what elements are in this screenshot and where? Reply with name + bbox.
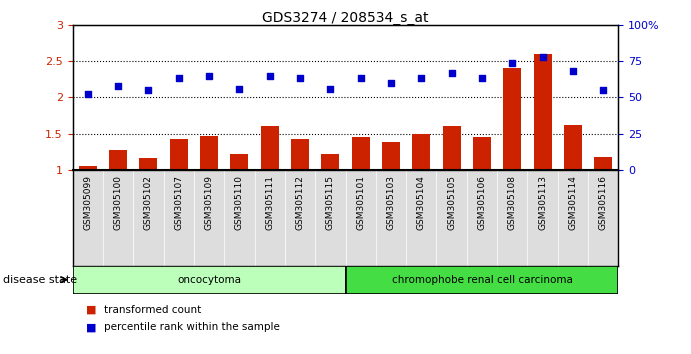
Text: GSM305104: GSM305104 xyxy=(417,175,426,230)
Point xyxy=(234,86,245,91)
Text: GSM305107: GSM305107 xyxy=(174,175,183,230)
Bar xyxy=(503,68,522,170)
Text: transformed count: transformed count xyxy=(104,305,201,315)
Bar xyxy=(109,150,127,170)
Text: chromophobe renal cell carcinoma: chromophobe renal cell carcinoma xyxy=(392,275,572,285)
Text: ■: ■ xyxy=(86,305,97,315)
Text: GDS3274 / 208534_s_at: GDS3274 / 208534_s_at xyxy=(263,11,428,25)
Text: GSM305102: GSM305102 xyxy=(144,175,153,230)
Point xyxy=(264,73,275,78)
Text: disease state: disease state xyxy=(3,275,77,285)
Bar xyxy=(73,266,346,294)
Point xyxy=(113,83,124,88)
Text: GSM305100: GSM305100 xyxy=(113,175,122,230)
Bar xyxy=(352,137,370,170)
Point xyxy=(567,68,578,74)
Point xyxy=(477,76,488,81)
Bar xyxy=(321,154,339,170)
Bar xyxy=(594,157,612,170)
Bar xyxy=(79,166,97,170)
Point xyxy=(143,87,154,93)
Bar xyxy=(382,142,400,170)
Bar xyxy=(200,136,218,170)
Text: GSM305108: GSM305108 xyxy=(508,175,517,230)
Text: percentile rank within the sample: percentile rank within the sample xyxy=(104,322,280,332)
Text: oncocytoma: oncocytoma xyxy=(177,275,241,285)
Point xyxy=(598,87,609,93)
Text: GSM305099: GSM305099 xyxy=(83,175,92,230)
Bar xyxy=(564,125,582,170)
Bar xyxy=(413,133,430,170)
Point xyxy=(507,60,518,65)
Bar xyxy=(291,139,309,170)
Text: ■: ■ xyxy=(86,322,97,332)
Text: GSM305105: GSM305105 xyxy=(447,175,456,230)
Text: GSM305113: GSM305113 xyxy=(538,175,547,230)
Point xyxy=(446,70,457,75)
Point xyxy=(537,54,548,59)
Text: GSM305103: GSM305103 xyxy=(386,175,395,230)
Point xyxy=(203,73,214,78)
Point xyxy=(416,76,427,81)
Point xyxy=(82,92,93,97)
Text: GSM305101: GSM305101 xyxy=(356,175,365,230)
Point xyxy=(173,76,184,81)
Point xyxy=(355,76,366,81)
Text: GSM305111: GSM305111 xyxy=(265,175,274,230)
Point xyxy=(294,76,305,81)
Text: GSM305110: GSM305110 xyxy=(235,175,244,230)
Bar xyxy=(230,154,249,170)
Bar xyxy=(533,54,551,170)
Text: GSM305106: GSM305106 xyxy=(477,175,486,230)
Point xyxy=(325,86,336,91)
Point xyxy=(386,80,397,86)
Bar xyxy=(169,139,188,170)
Text: GSM305115: GSM305115 xyxy=(326,175,335,230)
Bar xyxy=(140,158,158,170)
Text: GSM305114: GSM305114 xyxy=(569,175,578,230)
Text: GSM305116: GSM305116 xyxy=(599,175,608,230)
Bar xyxy=(473,137,491,170)
Bar xyxy=(442,126,461,170)
Bar xyxy=(346,266,618,294)
Text: GSM305109: GSM305109 xyxy=(205,175,214,230)
Text: GSM305112: GSM305112 xyxy=(296,175,305,230)
Bar xyxy=(261,126,278,170)
